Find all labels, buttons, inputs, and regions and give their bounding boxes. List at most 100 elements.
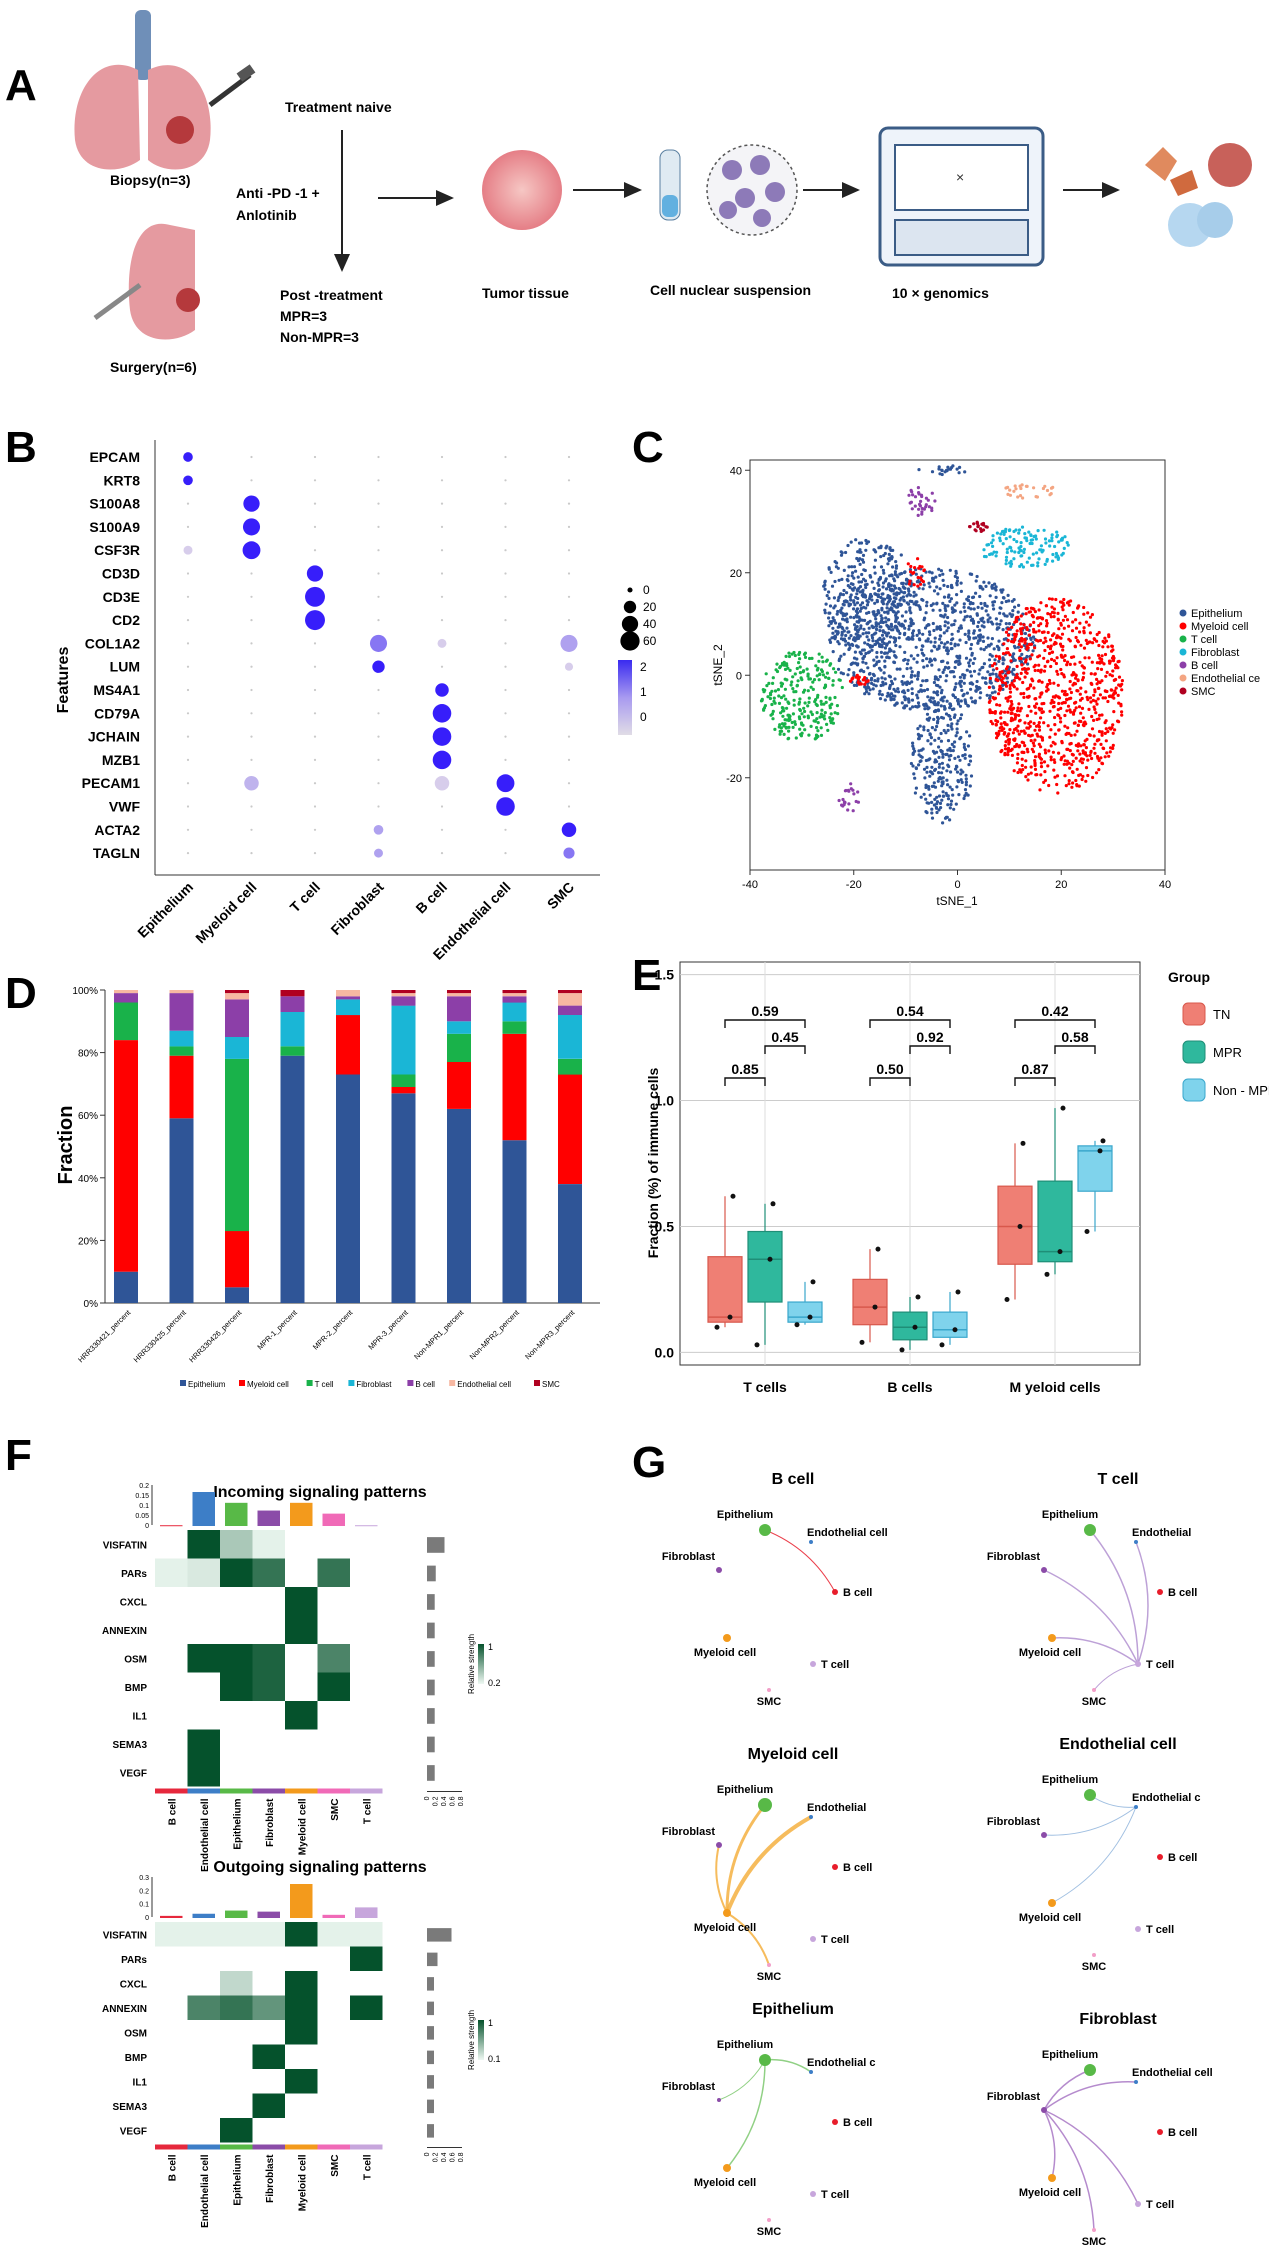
- tsne-point: [998, 539, 1002, 543]
- tsne-point: [1004, 622, 1008, 626]
- tsne-point: [1068, 662, 1072, 667]
- tsne-point: [900, 680, 904, 684]
- tsne-point: [1092, 637, 1096, 641]
- tsne-point: [1066, 543, 1070, 547]
- tsne-point: [1090, 682, 1094, 687]
- tsne-point: [914, 766, 919, 771]
- tsne-point: [842, 603, 846, 607]
- tsne-point: [879, 625, 883, 629]
- tsne-point: [1056, 683, 1060, 687]
- tsne-point: [1016, 645, 1021, 649]
- tsne-point: [895, 616, 900, 620]
- tsne-legend-dot: [1179, 622, 1187, 630]
- tsne-point: [1111, 731, 1115, 735]
- tsne-point: [856, 559, 861, 563]
- box-point: [955, 1289, 961, 1295]
- network-label-endothelial-cell: Endothelial c: [1132, 1792, 1200, 1804]
- tsne-point: [1039, 716, 1043, 720]
- network-label-epithelium: Epithelium: [717, 1509, 773, 1521]
- bar-fibroblast-2: [225, 1037, 249, 1059]
- tsne-point: [1095, 702, 1099, 706]
- biopsy-label: Biopsy(n=3): [110, 172, 191, 188]
- heat-cell-bmp-t-cell: [350, 1672, 383, 1701]
- tsne-point: [815, 674, 819, 678]
- tsne-point: [925, 604, 929, 608]
- tsne-point: [1039, 761, 1043, 765]
- tsne-point: [825, 594, 829, 598]
- tsne-point: [948, 568, 952, 572]
- tsne-point: [982, 554, 987, 559]
- tsne-point: [962, 681, 966, 685]
- tsne-point: [896, 575, 900, 579]
- tsne-point: [899, 603, 903, 607]
- tsne-point: [1062, 626, 1066, 630]
- tsne-point: [935, 810, 939, 815]
- tsne-point: [798, 707, 802, 712]
- post-treatment-label: Post -treatment: [280, 287, 383, 303]
- tsne-point: [1022, 667, 1027, 671]
- tsne-point: [998, 711, 1003, 715]
- tsne-point: [825, 671, 830, 675]
- tsne-point: [926, 728, 930, 733]
- tsne-legend-dot: [1179, 635, 1187, 643]
- tsne-point: [877, 546, 881, 550]
- tsne-point: [922, 703, 926, 708]
- heat-row-label-visfatin: VISFATIN: [103, 1930, 147, 1941]
- network-label-epithelium: Epithelium: [1042, 1774, 1098, 1786]
- tsne-point: [769, 713, 773, 717]
- size-legend-dot: [620, 631, 640, 651]
- network-node-t-cell: [1135, 1661, 1141, 1667]
- tsne-point: [1056, 791, 1060, 795]
- tsne-point: [879, 650, 884, 655]
- tsne-point: [769, 693, 773, 697]
- p-value-label: 0.59: [751, 1003, 778, 1019]
- heat-row-label-cxcl: CXCL: [120, 1597, 147, 1608]
- tsne-point: [1012, 489, 1016, 493]
- tsne-point: [1016, 756, 1020, 761]
- bar-legend-swatch: [407, 1380, 414, 1386]
- heat-cell-vegf-epithelium: [220, 2118, 253, 2143]
- tsne-point: [909, 761, 914, 766]
- drug-label-1: Anti -PD -1 +: [236, 185, 320, 201]
- bar-legend-label: Epithelium: [188, 1380, 226, 1389]
- tsne-point: [952, 715, 957, 720]
- tsne-point: [1037, 752, 1041, 756]
- dot-bg: [186, 688, 190, 692]
- tsne-point: [1092, 734, 1096, 738]
- row-bar-annexin: [427, 1622, 435, 1639]
- size-legend-dot: [623, 600, 637, 614]
- tsne-point: [940, 688, 944, 692]
- tsne-point: [852, 636, 857, 640]
- tsne-point: [848, 585, 852, 590]
- tsne-point: [944, 679, 948, 683]
- col-strip-epithelium: [220, 2144, 253, 2150]
- tsne-point: [793, 672, 797, 676]
- tsne-point: [885, 655, 889, 660]
- tsne-point: [953, 603, 957, 607]
- tsne-point: [971, 595, 975, 600]
- tsne-point: [962, 605, 966, 609]
- dot-bg: [377, 688, 380, 692]
- tsne-point: [859, 606, 863, 611]
- tsne-point: [873, 571, 877, 575]
- tsne-point: [1104, 689, 1108, 693]
- tsne-point: [950, 727, 954, 731]
- tsne-point: [1061, 618, 1065, 622]
- tsne-point: [1057, 627, 1061, 631]
- col-bar-myeloid-cell: [290, 1502, 313, 1526]
- tsne-point: [912, 772, 916, 776]
- tsne-point: [1019, 645, 1024, 649]
- tsne-point: [975, 679, 979, 684]
- tsne-point: [1107, 659, 1112, 663]
- tsne-point: [1026, 778, 1030, 782]
- tsne-point: [807, 677, 811, 681]
- tsne-point: [933, 768, 937, 773]
- heat-row-label-bmp: BMP: [125, 2053, 148, 2064]
- box-point: [1020, 1140, 1026, 1146]
- tsne-point: [930, 726, 935, 730]
- tsne-point: [955, 785, 959, 789]
- tsne-point: [844, 600, 848, 604]
- tsne-point: [873, 679, 877, 683]
- dot-bg: [377, 502, 380, 505]
- tsne-point: [947, 593, 951, 597]
